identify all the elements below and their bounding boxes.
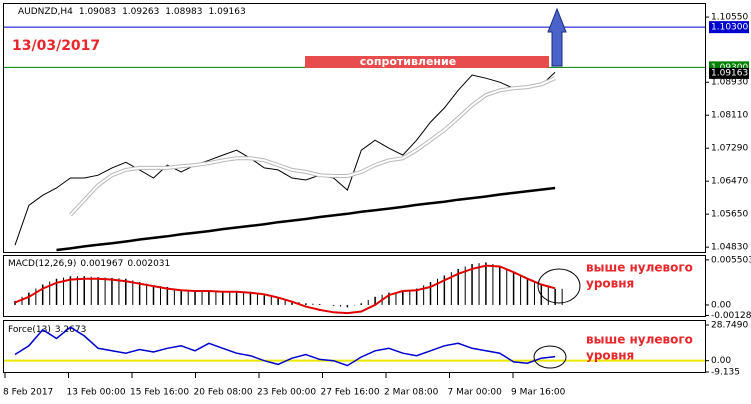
y-tick-label: 1.10550 <box>711 13 748 23</box>
annotation: выше нулевого <box>586 333 693 347</box>
x-tick-label: 27 Feb 16:00 <box>321 388 380 398</box>
indicator-value: 0.002031 <box>127 259 170 269</box>
highlight-circle <box>537 268 581 304</box>
y-tick-label: -0.001286 <box>711 311 751 321</box>
header-value: 1.08983 <box>165 7 202 17</box>
resistance-label: сопротивление <box>360 55 456 68</box>
y-tick-label: 28.7490 <box>711 321 748 331</box>
y-tick-label: 1.08930 <box>711 78 748 88</box>
y-tick-label: 1.04830 <box>711 243 748 253</box>
price-panel <box>3 3 706 253</box>
resistance-box <box>305 56 549 68</box>
level-label-box <box>709 21 749 34</box>
chart-header: AUDNZD,H4 1.09083 1.09263 1.08983 1.09163 <box>18 7 246 17</box>
up-arrow <box>547 7 567 67</box>
series-line <box>14 264 556 315</box>
y-tick-label: 1.08110 <box>711 111 748 121</box>
header-value: 1.09163 <box>209 7 246 17</box>
x-tick-label: 2 Mar 08:00 <box>384 388 439 398</box>
x-tick-label: 15 Feb 16:00 <box>130 388 189 398</box>
x-tick-label: 9 Mar 16:00 <box>511 388 566 398</box>
y-tick-label: 0.00 <box>711 300 731 310</box>
series-line <box>56 186 556 252</box>
x-tick-label: 20 Feb 08:00 <box>194 388 253 398</box>
indicator-name: Force(13) <box>8 325 51 335</box>
indicator-value: 3.2673 <box>55 325 87 335</box>
date-label: 13/03/2017 <box>12 38 100 54</box>
series-line <box>69 77 556 216</box>
indicator-name: MACD(12,26,9) <box>8 259 76 269</box>
force-panel <box>3 320 706 373</box>
annotation: уровня <box>586 349 634 363</box>
series-line <box>14 326 556 367</box>
panel-header: MACD(12,26,9) 0.001967 0.002031 <box>8 259 170 269</box>
header-value: 1.09083 <box>79 7 116 17</box>
y-tick-label: 1.05650 <box>711 210 748 220</box>
header-value: AUDNZD,H4 <box>18 7 73 17</box>
y-tick-label: 0.00 <box>711 356 731 366</box>
y-tick-label: 1.07290 <box>711 144 748 154</box>
current-price-label: 1.09163 <box>711 68 748 78</box>
annotation: уровня <box>586 277 634 291</box>
indicator-value: 0.001967 <box>80 259 123 269</box>
y-tick-label: 0.005503 <box>711 255 751 265</box>
header-value: 1.09263 <box>122 7 159 17</box>
level-label: 1.09300 <box>711 63 748 73</box>
level-label: 1.10300 <box>711 23 748 33</box>
macd-panel <box>3 255 706 317</box>
panel-header: Force(13) 3.2673 <box>8 325 86 335</box>
y-tick-label: -9.135 <box>711 368 740 378</box>
x-tick-label: 7 Mar 00:00 <box>448 388 503 398</box>
series-line <box>14 71 556 246</box>
annotation: выше нулевого <box>586 261 693 275</box>
x-tick-label: 23 Feb 00:00 <box>257 388 316 398</box>
x-tick-label: 13 Feb 00:00 <box>67 388 126 398</box>
current-price-box <box>709 67 749 79</box>
x-tick-label: 8 Feb 2017 <box>3 388 53 398</box>
y-tick-label: 1.06470 <box>711 177 748 187</box>
highlight-circle <box>533 345 567 369</box>
